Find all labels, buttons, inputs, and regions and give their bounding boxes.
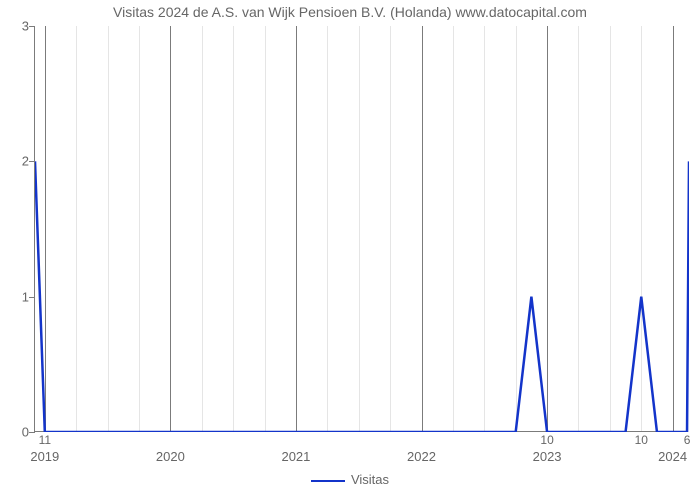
chart-title: Visitas 2024 de A.S. van Wijk Pensioen B… — [0, 4, 700, 20]
legend: Visitas — [0, 472, 700, 487]
plot-area: 01232019202020212022202320241110106 — [34, 26, 688, 432]
x-axis-year-label: 2020 — [156, 431, 185, 464]
x-axis-year-label: 2022 — [407, 431, 436, 464]
x-axis-year-label: 2021 — [281, 431, 310, 464]
series-line — [35, 26, 689, 432]
x-axis-value-label: 10 — [635, 431, 648, 447]
y-axis-label: 1 — [22, 289, 35, 304]
x-axis-value-label: 11 — [39, 431, 51, 447]
legend-label: Visitas — [351, 472, 389, 487]
x-axis-value-label: 6 — [684, 431, 691, 447]
y-axis-label: 3 — [22, 19, 35, 34]
y-axis-label: 2 — [22, 154, 35, 169]
line-chart: Visitas 2024 de A.S. van Wijk Pensioen B… — [0, 0, 700, 500]
x-axis-value-label: 10 — [540, 431, 553, 447]
legend-swatch — [311, 480, 345, 482]
